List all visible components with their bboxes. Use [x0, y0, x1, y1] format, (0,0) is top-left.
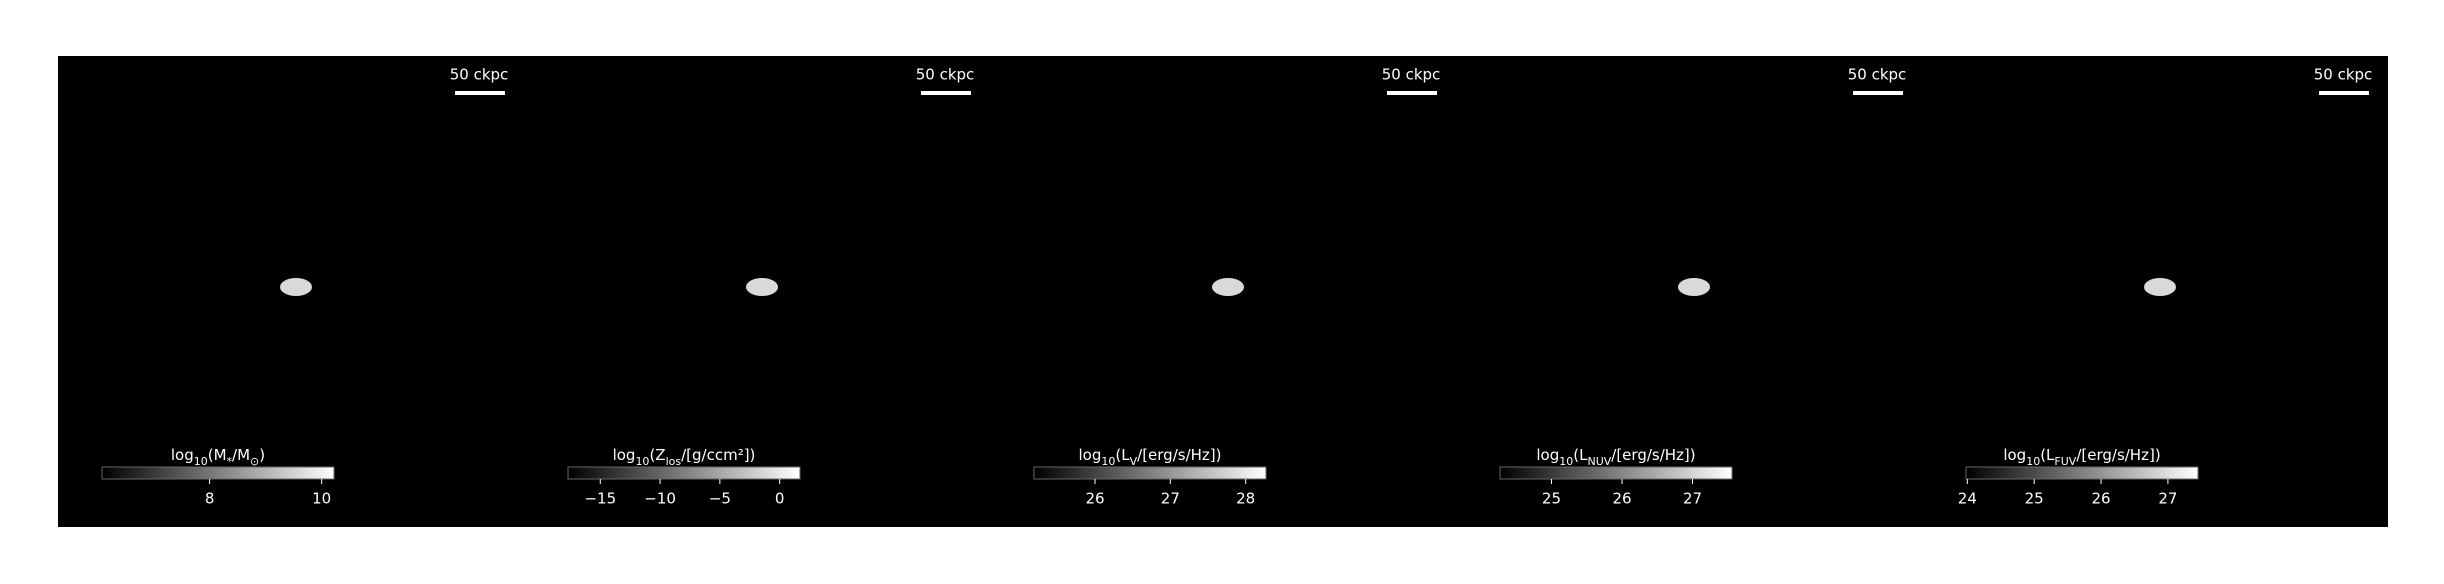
label-part: los — [666, 455, 682, 468]
colorbar-tick-label: 24 — [1958, 490, 1977, 508]
colorbar — [1965, 466, 2199, 480]
label-part: (Z — [649, 446, 665, 464]
satellite — [2037, 284, 2157, 428]
colorbar-tick-label: 26 — [2092, 490, 2111, 508]
colorbar — [101, 466, 335, 480]
colorbar-label: log10(M*/M⊙) — [171, 446, 265, 468]
colorbar-tick-label: 27 — [1683, 490, 1702, 508]
satellite — [629, 262, 769, 450]
panel: 50 ckpc log10(LFUV/[erg/s/Hz]) 24 25 26 27 — [1958, 66, 2372, 508]
label-part: 10 — [194, 455, 208, 468]
colorbar-label: log10(LFUV/[erg/s/Hz]) — [2003, 446, 2160, 468]
label-part: (L — [2040, 446, 2055, 464]
colorbar-tick-label: 27 — [2158, 490, 2177, 508]
label-part: (L — [1573, 446, 1588, 464]
scale-bar-label: 50 ckpc — [916, 66, 975, 84]
label-part: 10 — [635, 455, 649, 468]
label-part: 10 — [2026, 455, 2040, 468]
colorbar-label: log10(LNUV/[erg/s/Hz]) — [1536, 446, 1695, 468]
label-part: /M — [232, 446, 250, 464]
colorbar-tick-label: −5 — [709, 490, 731, 508]
colorbar — [567, 466, 801, 480]
colorbar-tick-label: 25 — [2025, 490, 2044, 508]
label-part: ⊙ — [250, 455, 259, 468]
label-part: 10 — [1559, 455, 1573, 468]
colorbar-tick-label: 27 — [1161, 490, 1180, 508]
label-part: log — [171, 446, 194, 464]
colorbar-tick-label: −10 — [644, 490, 676, 508]
label-part: log — [613, 446, 636, 464]
galaxy-core — [746, 278, 778, 296]
scale-bar-label: 50 ckpc — [1382, 66, 1441, 84]
satellite — [1571, 284, 1691, 428]
label-part: NUV — [1587, 455, 1611, 468]
scale-bar-label: 50 ckpc — [1848, 66, 1907, 84]
scale-bar-label: 50 ckpc — [2314, 66, 2373, 84]
galaxy-core — [2144, 278, 2176, 296]
panel: 50 ckpc log10(LV/[erg/s/Hz]) 26 27 28 — [1033, 66, 1441, 508]
label-part: /[g/ccm²]) — [681, 446, 755, 464]
panel: 50 ckpc log10(LNUV/[erg/s/Hz]) 25 26 27 — [1499, 66, 1907, 508]
label-part: FUV — [2054, 455, 2076, 468]
colorbar-tick-label: 28 — [1236, 490, 1255, 508]
colorbar-tick-label: −15 — [584, 490, 616, 508]
label-part: ) — [259, 446, 265, 464]
label-part: log — [2003, 446, 2026, 464]
colorbar-tick-label: 0 — [775, 490, 785, 508]
colorbar-tick-label: 8 — [205, 490, 215, 508]
colorbar-label: log10(LV/[erg/s/Hz]) — [1079, 446, 1222, 468]
panel: 50 ckpc log10(Zlos/[g/ccm²]) −15 −10 −5 0 — [562, 66, 974, 508]
colorbar-tick-label: 25 — [1542, 490, 1561, 508]
label-part: 10 — [1101, 455, 1115, 468]
colorbar — [1033, 466, 1267, 480]
colorbar-tick-label: 26 — [1612, 490, 1631, 508]
label-part: (L — [1115, 446, 1130, 464]
galaxy-core — [1212, 278, 1244, 296]
galaxy-core — [1678, 278, 1710, 296]
colorbar-tick-label: 26 — [1085, 490, 1104, 508]
label-part: V — [1130, 455, 1138, 468]
scale-bar-label: 50 ckpc — [450, 66, 509, 84]
label-part: * — [227, 455, 233, 468]
satellite — [1119, 301, 1211, 411]
colorbar-label: log10(Zlos/[g/ccm²]) — [613, 446, 756, 468]
label-part: /[erg/s/Hz]) — [1137, 446, 1221, 464]
label-part: log — [1536, 446, 1559, 464]
label-part: log — [1079, 446, 1102, 464]
label-part: (M — [208, 446, 227, 464]
galaxy-core — [280, 278, 312, 296]
label-part: /[erg/s/Hz]) — [2076, 446, 2160, 464]
label-part: /[erg/s/Hz]) — [1611, 446, 1695, 464]
colorbar-tick-label: 10 — [312, 490, 331, 508]
satellite — [201, 317, 265, 395]
colorbar — [1499, 466, 1733, 480]
